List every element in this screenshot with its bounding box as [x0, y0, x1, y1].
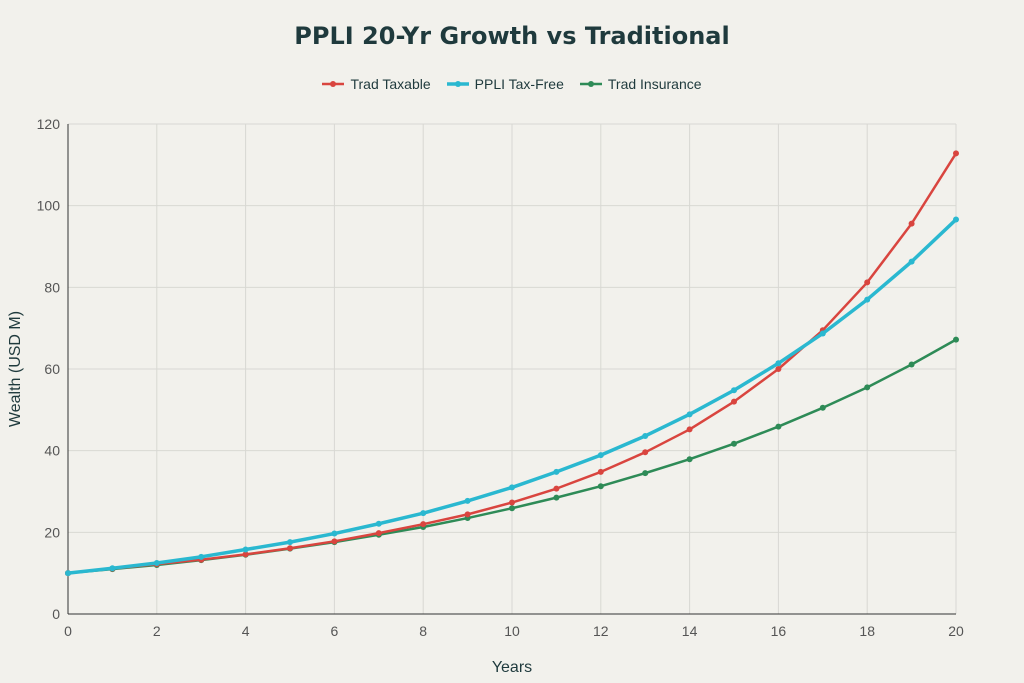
x-axis-title: Years	[492, 659, 532, 676]
data-point-trad-taxable	[464, 511, 471, 518]
data-point-trad-taxable	[509, 499, 515, 506]
data-point-trad-insurance	[553, 494, 560, 501]
data-point-ppli-tax-free	[420, 510, 427, 517]
y-axis-title: Wealth (USD M)	[7, 311, 24, 427]
legend-item-ppli-tax-free[interactable]: PPLI Tax-Free	[446, 76, 564, 92]
x-tick-label: 18	[859, 623, 875, 639]
y-tick-label: 40	[44, 443, 60, 459]
data-point-trad-taxable	[375, 530, 382, 537]
legend-label-trad-insurance: Trad Insurance	[607, 76, 702, 92]
data-point-trad-insurance	[864, 384, 871, 391]
y-tick-label: 80	[44, 279, 60, 295]
x-tick-label: 16	[771, 623, 787, 639]
data-point-ppli-tax-free	[686, 411, 693, 418]
legend-label-trad-taxable: Trad Taxable	[350, 76, 431, 92]
data-point-ppli-tax-free	[65, 570, 71, 577]
data-point-trad-insurance	[953, 336, 959, 343]
data-point-trad-insurance	[597, 483, 604, 490]
data-point-trad-taxable	[686, 426, 693, 433]
data-point-trad-taxable	[553, 485, 560, 492]
data-point-ppli-tax-free	[198, 553, 205, 560]
x-tick-label: 0	[64, 623, 72, 639]
data-point-trad-insurance	[731, 440, 737, 447]
data-point-ppli-tax-free	[775, 360, 782, 367]
legend-swatch-trad-insurance	[579, 78, 602, 90]
data-point-ppli-tax-free	[287, 539, 293, 546]
x-tick-label: 6	[331, 623, 339, 639]
data-point-trad-taxable	[775, 366, 782, 372]
legend-item-trad-taxable[interactable]: Trad Taxable	[322, 76, 431, 92]
data-point-ppli-tax-free	[864, 296, 871, 303]
y-tick-label: 100	[37, 198, 61, 214]
x-tick-label: 4	[242, 623, 250, 639]
data-point-ppli-tax-free	[819, 330, 826, 337]
data-point-ppli-tax-free	[953, 216, 959, 223]
data-point-ppli-tax-free	[242, 546, 249, 553]
y-tick-label: 0	[52, 606, 60, 622]
data-point-ppli-tax-free	[331, 530, 338, 537]
y-tick-label: 60	[44, 361, 60, 377]
data-point-trad-taxable	[642, 449, 649, 456]
data-point-ppli-tax-free	[731, 387, 737, 394]
x-tick-label: 14	[682, 623, 698, 639]
legend: Trad Taxable PPLI Tax-Free Trad Insuranc…	[0, 76, 1024, 92]
grid	[67, 123, 957, 615]
data-point-ppli-tax-free	[553, 468, 560, 475]
axes: 0 20 40 60 80 100 120 0 2 4 6 8 10 12 14 16 18 20	[37, 116, 964, 639]
legend-swatch-ppli-tax-free	[446, 78, 469, 90]
data-point-ppli-tax-free	[109, 565, 116, 572]
data-point-trad-insurance	[908, 361, 915, 368]
data-point-trad-taxable	[864, 279, 871, 286]
data-point-trad-insurance	[509, 505, 515, 512]
legend-item-trad-insurance[interactable]: Trad Insurance	[579, 76, 702, 92]
data-point-ppli-tax-free	[153, 559, 160, 566]
data-point-trad-taxable	[420, 521, 427, 528]
legend-label-ppli-tax-free: PPLI Tax-Free	[474, 76, 564, 92]
y-tick-label: 20	[44, 524, 60, 540]
chart-title: PPLI 20-Yr Growth vs Traditional	[294, 22, 730, 50]
data-point-trad-taxable	[953, 150, 959, 157]
x-tick-label: 10	[504, 623, 520, 639]
legend-swatch-trad-taxable	[322, 78, 345, 90]
data-point-ppli-tax-free	[375, 520, 382, 527]
data-point-trad-insurance	[819, 404, 826, 411]
series-layer	[65, 150, 959, 577]
data-point-trad-insurance	[686, 456, 693, 463]
data-point-trad-insurance	[775, 423, 782, 430]
data-point-trad-taxable	[287, 545, 293, 552]
data-point-ppli-tax-free	[642, 432, 649, 439]
data-point-trad-taxable	[331, 538, 338, 545]
data-point-ppli-tax-free	[597, 452, 604, 459]
data-point-trad-taxable	[731, 398, 737, 405]
data-point-trad-taxable	[242, 551, 249, 558]
data-point-ppli-tax-free	[908, 258, 915, 265]
x-tick-label: 20	[948, 623, 964, 639]
y-tick-label: 120	[37, 116, 61, 132]
data-point-ppli-tax-free	[509, 484, 515, 491]
x-tick-label: 12	[593, 623, 609, 639]
data-point-trad-insurance	[642, 470, 649, 477]
x-tick-label: 2	[153, 623, 161, 639]
data-point-trad-taxable	[908, 220, 915, 227]
data-point-ppli-tax-free	[464, 497, 471, 504]
data-point-trad-taxable	[597, 468, 604, 475]
x-tick-label: 8	[419, 623, 427, 639]
